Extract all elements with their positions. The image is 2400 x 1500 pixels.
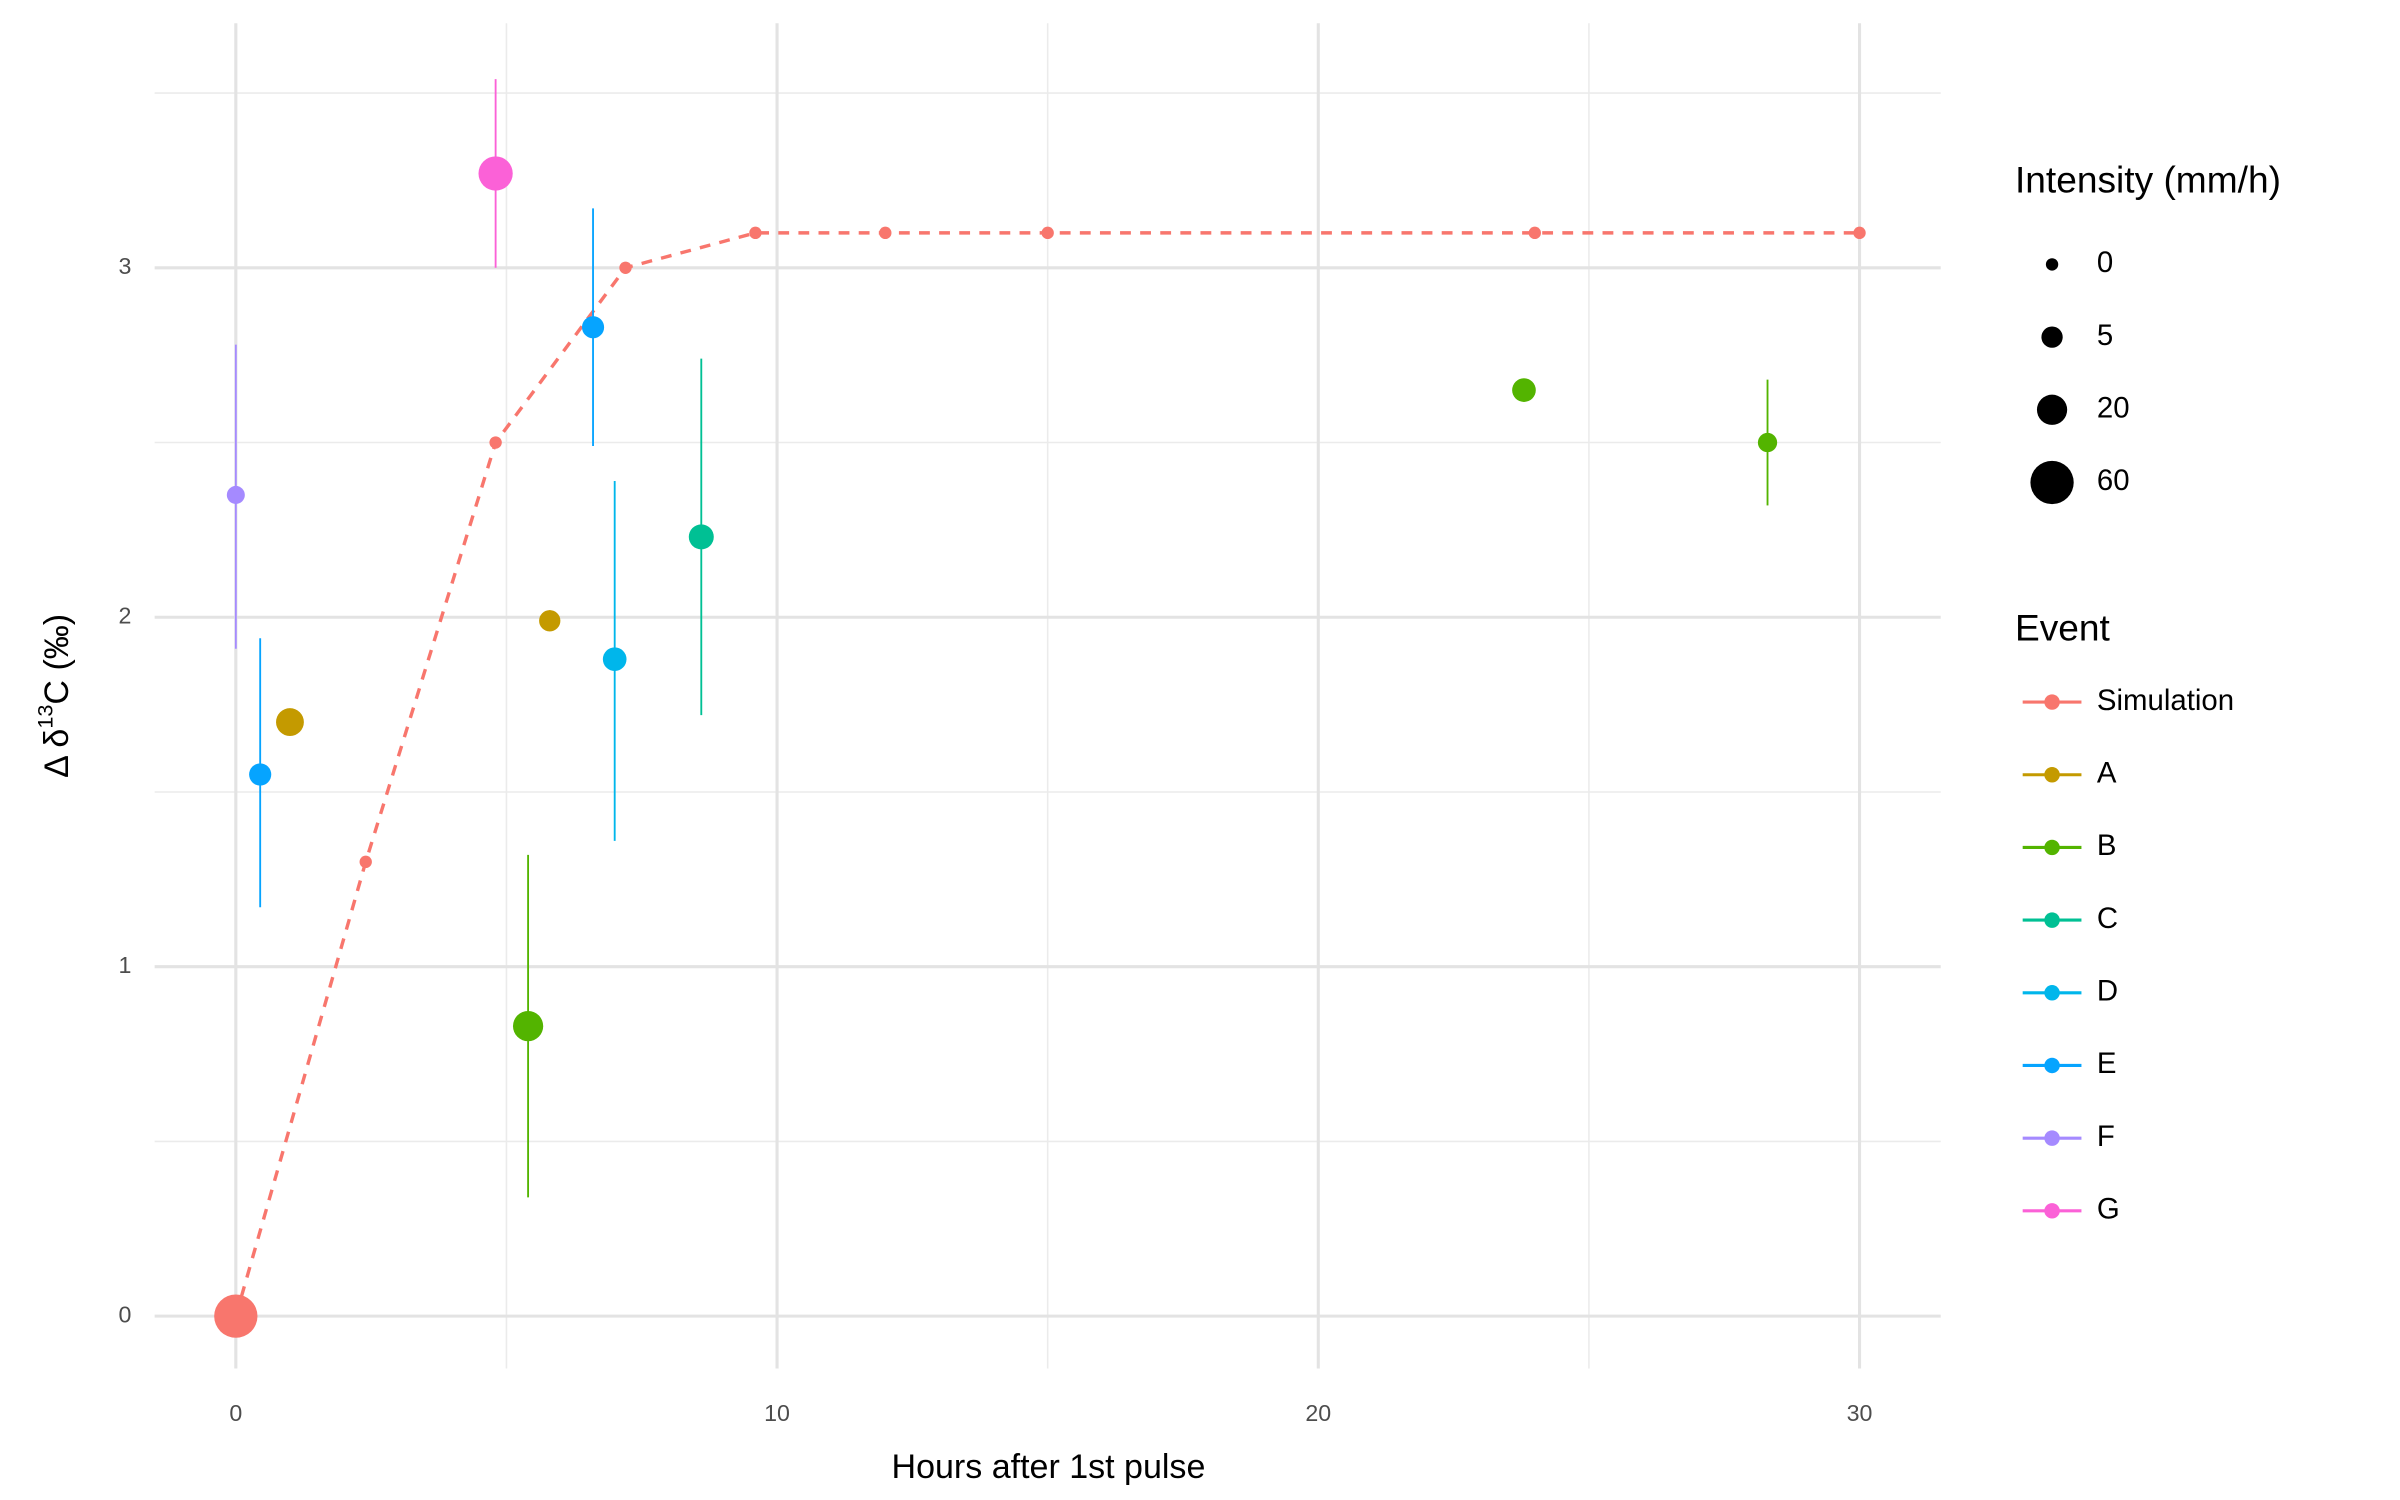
y-tick-label: 0 bbox=[119, 1301, 132, 1327]
point bbox=[226, 485, 245, 504]
size-legend-key bbox=[2041, 326, 2063, 348]
point bbox=[1757, 432, 1778, 453]
legend-key-dot bbox=[2044, 694, 2060, 710]
legend-label: B bbox=[2097, 829, 2117, 862]
y-title-prefix: Δ δ bbox=[38, 729, 76, 778]
legend-key-dot bbox=[2044, 912, 2060, 928]
legend-label: F bbox=[2097, 1120, 2115, 1153]
size-legend-key bbox=[2045, 258, 2059, 271]
point bbox=[359, 855, 372, 869]
legend-label: C bbox=[2097, 902, 2118, 935]
y-title-suffix: C (‰) bbox=[38, 614, 76, 705]
point bbox=[879, 226, 892, 240]
legend-key-dot bbox=[2044, 839, 2060, 856]
legend-key-dot bbox=[2044, 767, 2060, 783]
legend-key-dot bbox=[2044, 985, 2060, 1001]
y-title-sup: 13 bbox=[32, 705, 57, 729]
legend-key-dot bbox=[2044, 1130, 2060, 1146]
point bbox=[489, 436, 502, 449]
point bbox=[539, 610, 561, 632]
x-tick-label: 0 bbox=[229, 1400, 242, 1426]
size-legend-label: 5 bbox=[2097, 319, 2113, 352]
legend-label: A bbox=[2097, 757, 2117, 790]
legend-label: D bbox=[2097, 975, 2118, 1008]
size-legend-label: 20 bbox=[2097, 392, 2130, 425]
point bbox=[602, 647, 627, 672]
legend-key-dot bbox=[2044, 1203, 2060, 1219]
point bbox=[749, 226, 762, 240]
point bbox=[249, 763, 272, 786]
color-legend-title: Event bbox=[2015, 607, 2111, 649]
point bbox=[581, 316, 605, 339]
point bbox=[1041, 226, 1054, 240]
y-tick-label: 1 bbox=[119, 952, 132, 978]
size-legend-label: 60 bbox=[2097, 464, 2130, 497]
x-axis-title: Hours after 1st pulse bbox=[892, 1448, 1206, 1486]
size-legend-label: 0 bbox=[2097, 246, 2113, 279]
point bbox=[1528, 226, 1541, 240]
x-tick-label: 10 bbox=[764, 1400, 790, 1426]
size-legend-key bbox=[2036, 394, 2068, 425]
size-legend-key bbox=[2030, 460, 2074, 505]
legend-label: Simulation bbox=[2097, 684, 2234, 717]
point bbox=[478, 156, 513, 191]
point bbox=[619, 261, 632, 274]
x-tick-label: 30 bbox=[1847, 1400, 1873, 1426]
size-legend-title: Intensity (mm/h) bbox=[2015, 158, 2281, 200]
legend-key-dot bbox=[2044, 1057, 2060, 1074]
point bbox=[276, 708, 304, 737]
point bbox=[214, 1294, 258, 1338]
point bbox=[1853, 226, 1866, 240]
legend-label: E bbox=[2097, 1047, 2117, 1080]
grid bbox=[154, 23, 1941, 1369]
y-axis-title: Δ δ13C (‰) bbox=[32, 614, 76, 778]
point bbox=[512, 1010, 544, 1042]
x-tick-label: 20 bbox=[1305, 1400, 1331, 1426]
point bbox=[688, 524, 714, 550]
y-tick-label: 3 bbox=[119, 253, 132, 279]
y-tick-label: 2 bbox=[119, 602, 132, 628]
point bbox=[1512, 378, 1536, 402]
legend-label: G bbox=[2097, 1193, 2120, 1226]
